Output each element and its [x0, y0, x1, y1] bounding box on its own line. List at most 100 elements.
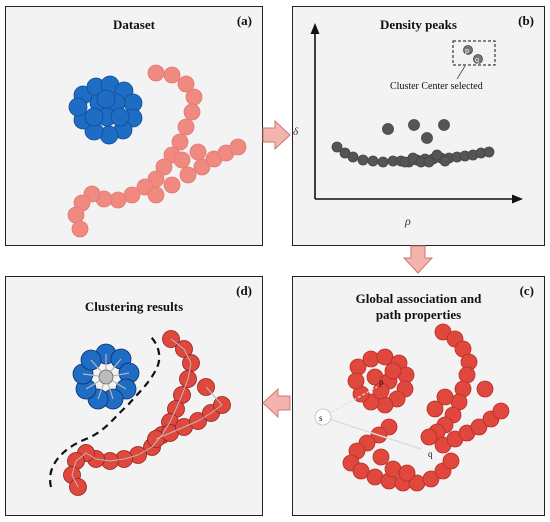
link-line — [155, 432, 171, 440]
cluster-point — [110, 107, 130, 127]
link-line — [183, 348, 192, 364]
label-q: q — [428, 449, 433, 459]
arrow-down-icon — [402, 245, 434, 274]
data-point — [376, 348, 394, 366]
link-line — [181, 378, 189, 396]
data-point — [384, 460, 402, 478]
data-point — [173, 151, 191, 169]
data-point — [442, 452, 460, 470]
panel-clustering-results: Clustering results (d) — [5, 276, 263, 516]
data-point — [123, 186, 141, 204]
data-point — [177, 118, 195, 136]
data-point — [476, 380, 494, 398]
link-line — [210, 404, 223, 414]
data-point — [347, 372, 365, 390]
link-line — [183, 420, 199, 428]
data-point — [179, 166, 197, 184]
data-point — [71, 220, 89, 238]
data-point — [109, 191, 127, 209]
peak-point — [421, 132, 433, 144]
link-line — [187, 362, 192, 380]
label-p: p — [379, 377, 384, 387]
path-s-to-q — [322, 416, 422, 450]
decision-point — [423, 156, 435, 168]
data-point — [229, 138, 247, 156]
panel-title: Clustering results — [84, 299, 184, 314]
cluster-point — [68, 97, 88, 117]
decision-point — [377, 156, 389, 168]
arrow-left-icon — [262, 387, 291, 419]
label-s: s — [319, 413, 323, 423]
path-s-to-p — [322, 386, 378, 418]
cluster-center-point — [98, 369, 114, 385]
link-line — [197, 412, 212, 422]
clustering-scatter — [48, 330, 231, 496]
data-point — [422, 470, 440, 488]
decision-point — [367, 155, 379, 167]
data-point — [189, 143, 207, 161]
data-point — [384, 362, 402, 380]
link-line — [85, 452, 97, 460]
cluster-point — [96, 89, 116, 109]
data-point — [426, 400, 444, 418]
peak-label-p: p — [465, 46, 469, 55]
data-point — [436, 388, 454, 406]
point-s — [314, 408, 332, 426]
data-point — [366, 468, 384, 486]
association-scatter: s p q — [314, 323, 510, 492]
link-line — [175, 394, 183, 410]
link-line — [109, 458, 125, 462]
data-point — [470, 418, 488, 436]
panel-label: (d) — [236, 283, 252, 298]
peak-label-q: q — [475, 55, 479, 64]
panel-label: (c) — [519, 283, 534, 298]
panel-title: Density peaks — [380, 17, 457, 32]
link-line — [95, 458, 111, 462]
link-line — [170, 338, 185, 350]
link-line — [137, 446, 153, 456]
data-point — [183, 103, 201, 121]
data-point — [376, 396, 394, 414]
data-point — [163, 66, 181, 84]
data-point — [185, 88, 203, 106]
data-point — [372, 448, 390, 466]
arrow-right-icon — [262, 119, 291, 151]
peak-point — [408, 119, 420, 131]
data-point — [171, 133, 189, 151]
panel-density-peaks: Density peaks (b) Cluster Center selecte… — [292, 6, 545, 246]
data-point — [458, 366, 476, 384]
center-point-q — [473, 54, 483, 64]
link-line — [169, 408, 177, 423]
link-line — [123, 454, 139, 460]
cluster-point — [84, 107, 104, 127]
y-axis-arrowhead — [310, 23, 320, 34]
decision-point — [439, 155, 451, 167]
panel-label: (a) — [236, 13, 252, 28]
link-line — [75, 452, 87, 462]
link-line — [205, 386, 223, 406]
decision-graph: Cluster Center selected ρ δ pq — [293, 23, 523, 228]
peak-point — [382, 123, 394, 135]
x-axis-arrowhead — [512, 194, 523, 204]
panel-global-association: Global association and path properties (… — [292, 276, 545, 516]
data-point — [492, 402, 510, 420]
data-point — [420, 428, 438, 446]
decision-point — [347, 151, 359, 163]
link-line — [71, 460, 77, 476]
center-point-p — [463, 45, 473, 55]
cluster-boundary — [48, 334, 161, 488]
data-point — [155, 158, 173, 176]
data-point — [163, 176, 181, 194]
decision-point — [331, 141, 343, 153]
data-point — [398, 464, 416, 482]
data-point — [147, 64, 165, 82]
decision-point — [357, 154, 369, 166]
peak-point — [438, 119, 450, 131]
panel-dataset: Dataset (a) — [5, 6, 263, 246]
data-point — [352, 462, 370, 480]
data-point — [177, 75, 195, 93]
link-line — [169, 426, 185, 434]
y-axis-label: δ — [293, 126, 299, 138]
annotation-leader — [456, 65, 466, 80]
decision-point — [483, 146, 495, 158]
